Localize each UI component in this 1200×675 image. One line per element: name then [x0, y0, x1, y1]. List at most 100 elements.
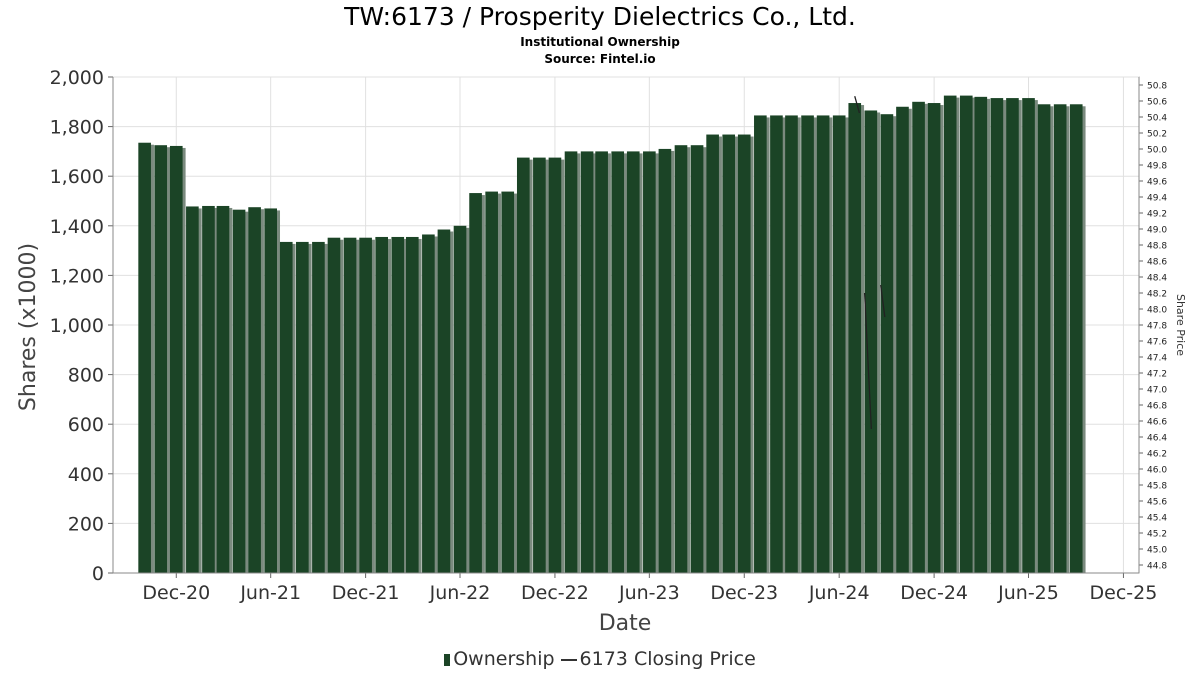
y2-tick-label: 47.2 — [1147, 370, 1167, 380]
bar — [548, 157, 562, 573]
y2-axis-label: Share Price — [1174, 294, 1187, 356]
x-tick-label: Dec-25 — [1090, 582, 1158, 604]
y2-tick-label: 50.4 — [1147, 114, 1167, 124]
y2-tick-label: 48.8 — [1147, 242, 1167, 252]
bar — [801, 115, 814, 573]
bar — [169, 145, 183, 573]
ownership-bars — [138, 95, 1086, 574]
chart-source: Source: Fintel.io — [544, 52, 656, 66]
bar — [501, 191, 515, 574]
bar — [359, 237, 372, 574]
bar — [343, 237, 357, 574]
bar — [880, 114, 894, 573]
x-tick-label: Jun-25 — [997, 582, 1059, 604]
y2-tick-label: 46.0 — [1147, 466, 1167, 476]
bar — [896, 106, 909, 573]
y2-tick-label: 45.8 — [1147, 482, 1167, 492]
y2-tick-label: 48.0 — [1147, 306, 1167, 316]
bar — [312, 241, 325, 574]
bar — [754, 115, 767, 573]
bar — [279, 241, 293, 574]
bar — [690, 145, 704, 573]
bar — [296, 241, 309, 574]
bar — [327, 237, 341, 574]
price-line-segment — [863, 292, 872, 430]
y2-tick-label: 46.6 — [1147, 418, 1167, 428]
y2-tick-label: 48.6 — [1147, 258, 1167, 268]
y-tick-label: 1,800 — [50, 117, 104, 139]
bar — [864, 110, 878, 573]
x-tick-label: Dec-24 — [900, 582, 968, 604]
x-axis-label: Date — [599, 611, 652, 636]
y2-tick-label: 47.8 — [1147, 322, 1167, 332]
y2-tick-label: 46.4 — [1147, 434, 1167, 444]
bar — [516, 157, 530, 573]
y2-tick-label: 49.8 — [1147, 162, 1167, 172]
bar — [816, 115, 830, 573]
bar — [580, 151, 594, 573]
bar — [848, 103, 862, 573]
x-tick-label: Jun-22 — [429, 582, 491, 604]
bar — [912, 101, 925, 574]
y-axis-label: Shares (x1000) — [16, 243, 41, 411]
bar — [626, 151, 640, 573]
bar — [232, 209, 246, 573]
bar — [485, 191, 498, 574]
bar — [737, 134, 751, 573]
x-tick-label: Jun-21 — [239, 582, 301, 604]
bar — [186, 206, 199, 573]
price-line-segment — [854, 96, 861, 114]
bar — [405, 236, 419, 573]
bar — [722, 134, 736, 573]
y2-tick-label: 47.4 — [1147, 354, 1167, 364]
y2-tick-label: 50.8 — [1147, 82, 1167, 92]
y2-tick-label: 47.6 — [1147, 338, 1167, 348]
y2-tick-label: 47.0 — [1147, 386, 1167, 396]
axes: 0 200 400 600 800 1,000 1,200 1,400 1,600 1,800 2,… — [50, 67, 1168, 604]
bar — [832, 115, 846, 573]
bar — [375, 236, 389, 573]
bar — [469, 193, 482, 573]
bar — [216, 205, 230, 573]
bar — [1037, 104, 1051, 573]
legend-price-swatch — [560, 658, 577, 661]
chart-subtitle: Institutional Ownership — [520, 35, 680, 49]
bar — [533, 157, 546, 573]
y2-tick-label: 49.4 — [1147, 194, 1167, 204]
price-line-segment — [880, 284, 886, 318]
bar — [785, 115, 798, 573]
y-tick-label: 200 — [68, 513, 104, 535]
bar — [564, 151, 578, 573]
legend-ownership-label: Ownership — [453, 648, 555, 670]
y-tick-label: 1,000 — [50, 315, 104, 337]
y2-tick-label: 46.2 — [1147, 450, 1167, 460]
y2-tick-label: 50.0 — [1147, 146, 1167, 156]
bar — [974, 96, 988, 573]
y2-tick-label: 45.6 — [1147, 498, 1167, 508]
x-tick-label: Dec-23 — [710, 582, 778, 604]
y2-tick-label: 49.2 — [1147, 210, 1167, 220]
x-tick-label: Dec-22 — [521, 582, 589, 604]
bar — [1022, 98, 1035, 573]
y-tick-label: 1,600 — [50, 166, 104, 188]
bar — [658, 148, 672, 574]
bar — [643, 151, 656, 573]
y-tick-label: 400 — [68, 464, 104, 486]
bar — [674, 145, 688, 573]
bar — [202, 205, 215, 573]
y2-tick-label: 49.6 — [1147, 178, 1167, 188]
bar — [990, 98, 1004, 573]
bar — [770, 115, 783, 573]
y2-tick-label: 49.0 — [1147, 226, 1167, 236]
bar — [943, 95, 957, 573]
y2-tick-label: 48.4 — [1147, 274, 1167, 284]
y2-tick-label: 45.4 — [1147, 514, 1167, 524]
bar — [706, 134, 719, 573]
y2-tick-label: 45.2 — [1147, 530, 1167, 540]
x-tick-label: Jun-23 — [618, 582, 680, 604]
y2-tick-label: 50.2 — [1147, 130, 1167, 140]
y-tick-label: 800 — [68, 365, 104, 387]
bar — [611, 151, 625, 573]
y-tick-label: 1,400 — [50, 216, 104, 238]
